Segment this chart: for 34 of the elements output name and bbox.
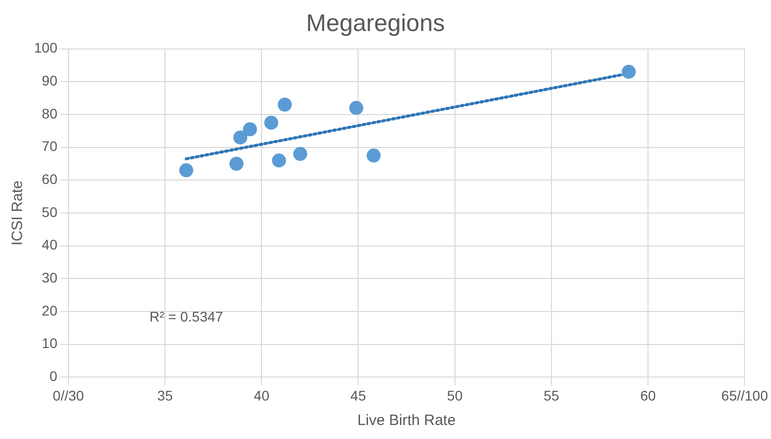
x-tick-label: 65//100	[721, 387, 768, 404]
point	[272, 153, 286, 168]
annotation: R² = 0.5347	[150, 308, 224, 324]
x-tick-label: 40	[254, 387, 270, 404]
y-tick-label: 10	[42, 335, 58, 352]
point	[349, 100, 364, 115]
x-tick-label: 45	[350, 387, 366, 404]
x-tick-label: 60	[640, 387, 656, 404]
y-tick-label: 0	[50, 368, 58, 384]
point	[366, 148, 381, 163]
y-tick-label: 20	[42, 302, 58, 318]
x-tick-label: 35	[157, 387, 173, 404]
y-axis-title: ICSI Rate	[9, 180, 26, 246]
x-tick-label: 50	[447, 387, 463, 404]
y-tick-label: 40	[42, 236, 58, 253]
point	[293, 146, 308, 161]
point	[622, 64, 636, 79]
y-tick-label: 100	[34, 40, 58, 56]
point	[179, 163, 194, 178]
y-tick-label: 80	[42, 105, 58, 122]
y-tick-label: 70	[42, 138, 58, 154]
y-tick-label: 30	[42, 270, 58, 286]
x-tick-label: 55	[544, 387, 560, 404]
point	[233, 130, 248, 144]
point	[242, 122, 257, 136]
x-axis-title: Live Birth Rate	[357, 412, 456, 430]
chart-title: Megaregions	[306, 10, 445, 38]
y-tick-label: 60	[42, 171, 58, 188]
point	[278, 98, 292, 112]
x-tick-label: 0//30	[52, 387, 84, 404]
point	[229, 156, 244, 171]
point	[264, 116, 278, 130]
y-tick-label: 90	[42, 72, 58, 88]
y-tick-label: 50	[42, 204, 58, 220]
